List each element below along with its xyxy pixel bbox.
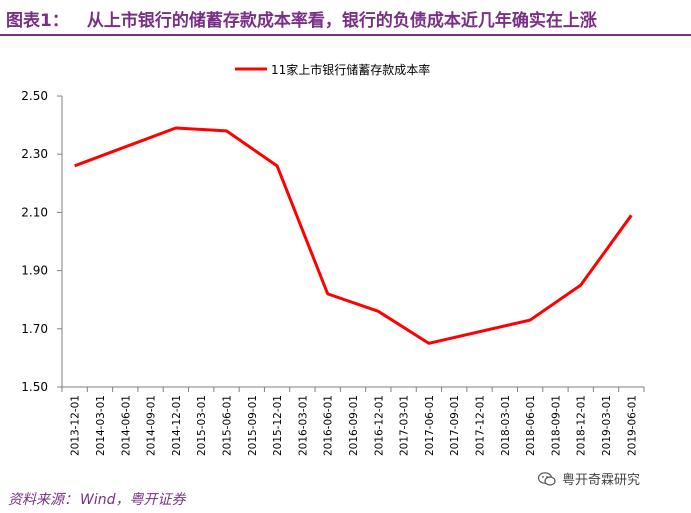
- x-tick-label: 2018-03-01: [500, 395, 512, 456]
- x-tick-label: 2017-03-01: [399, 395, 411, 456]
- x-tick-label: 2015-06-01: [221, 395, 233, 456]
- watermark: 粤开奇霖研究: [538, 469, 640, 488]
- legend-label: 11家上市银行储蓄存款成本率: [271, 62, 430, 77]
- x-tick-label: 2016-12-01: [373, 395, 385, 456]
- x-tick-label: 2016-09-01: [348, 395, 360, 456]
- x-tick-label: 2017-09-01: [449, 395, 461, 456]
- x-tick-label: 2014-06-01: [120, 395, 132, 456]
- x-tick-label: 2018-12-01: [576, 395, 588, 456]
- x-tick-label: 2013-12-01: [70, 395, 82, 456]
- x-tick-label: 2019-03-01: [601, 395, 613, 456]
- x-tick-label: 2018-06-01: [525, 395, 537, 456]
- x-tick-label: 2018-09-01: [550, 395, 562, 456]
- page-title: 图表1： 从上市银行的储蓄存款成本率看，银行的负债成本近几年确实在上涨: [6, 6, 597, 31]
- series-line: [74, 126, 633, 345]
- x-tick-label: 2015-09-01: [247, 395, 259, 456]
- title-text: 从上市银行的储蓄存款成本率看，银行的负债成本近几年确实在上涨: [86, 11, 597, 31]
- x-tick-label: 2014-09-01: [146, 395, 158, 456]
- x-tick-label: 2019-06-01: [626, 395, 638, 456]
- x-tick-label: 2017-06-01: [424, 395, 436, 456]
- y-tick-label: 2.10: [21, 205, 48, 219]
- y-tick-label: 1.90: [21, 264, 48, 278]
- source-note: 资料来源： Wind，粤开证券: [8, 489, 186, 509]
- x-tick-label: 2014-03-01: [95, 395, 107, 456]
- x-tick-label: 2015-12-01: [272, 395, 284, 456]
- source-label: 资料来源：: [8, 492, 78, 508]
- y-tick-label: 2.50: [21, 89, 48, 103]
- wechat-icon: [538, 471, 556, 486]
- y-tick-label: 1.70: [21, 322, 48, 336]
- source-text: Wind，粤开证券: [80, 492, 186, 508]
- x-tick-label: 2016-03-01: [297, 395, 309, 456]
- x-tick-label: 2015-03-01: [196, 395, 208, 456]
- x-tick-label: 2014-12-01: [171, 395, 183, 456]
- x-tick-label: 2016-06-01: [323, 395, 335, 456]
- y-tick-label: 2.30: [21, 147, 48, 161]
- watermark-text: 粤开奇霖研究: [562, 473, 641, 488]
- x-tick-label: 2017-12-01: [475, 395, 487, 456]
- title-label: 图表1：: [6, 11, 69, 31]
- y-tick-label: 1.50: [21, 380, 48, 394]
- title-bar: 图表1： 从上市银行的储蓄存款成本率看，银行的负债成本近几年确实在上涨: [0, 0, 691, 36]
